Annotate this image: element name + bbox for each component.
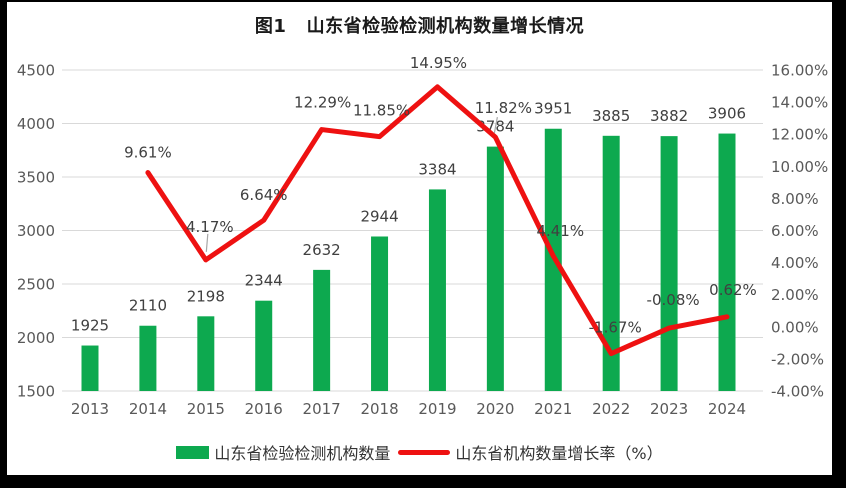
bar-value-label: 3384 (418, 160, 456, 178)
line-point-label: 9.61% (124, 144, 172, 162)
line-point-label: 11.82% (475, 99, 532, 117)
left-axis-tick-label: 4500 (17, 62, 55, 80)
right-axis-tick-label: 8.00% (771, 190, 819, 208)
bar-2013 (81, 345, 99, 391)
bar-value-label: 3906 (708, 105, 746, 123)
left-axis-tick-label: 3500 (17, 169, 55, 187)
right-axis-tick-label: 6.00% (771, 222, 819, 240)
bar-value-label: 3882 (650, 107, 688, 125)
x-axis-label: 2019 (418, 400, 456, 418)
x-axis-label: 2022 (592, 400, 630, 418)
right-axis-tick-label: 10.00% (771, 158, 828, 176)
bar-value-label: 2110 (129, 297, 167, 315)
bar-value-label: 2944 (360, 207, 398, 225)
bar-series-swatch-icon (176, 445, 210, 459)
bar-2022 (602, 135, 620, 391)
bar-2020 (486, 146, 504, 391)
bar-value-label: 3885 (592, 107, 630, 125)
line-point-label: 12.29% (294, 94, 351, 112)
left-axis-tick-label: 3000 (17, 222, 55, 240)
right-axis-tick-label: 14.00% (771, 94, 828, 112)
left-axis-tick-label: 2000 (17, 329, 55, 347)
line-point-label: 6.64% (240, 186, 288, 204)
bar-value-label: 2632 (303, 241, 341, 259)
x-axis-label: 2018 (360, 400, 398, 418)
x-axis-label: 2021 (534, 400, 572, 418)
bar-value-label: 1925 (71, 317, 109, 335)
bar-2015 (197, 316, 215, 391)
line-point-label: 11.85% (353, 102, 410, 120)
right-axis-tick-label: -2.00% (771, 350, 824, 368)
bar-value-label: 2198 (187, 287, 225, 305)
line-series-swatch-icon (398, 449, 451, 455)
x-axis-label: 2015 (187, 400, 225, 418)
line-point-label: 4.17% (186, 218, 234, 236)
legend-item-line: 山东省机构数量增长率（%） (390, 440, 663, 464)
legend-label-bars: 山东省检验检测机构数量 (214, 444, 391, 463)
legend-label-line: 山东省机构数量增长率（%） (455, 444, 663, 463)
x-axis-label: 2016 (245, 400, 283, 418)
bar-2019 (428, 189, 446, 391)
right-axis-tick-label: 0.00% (771, 318, 819, 336)
left-axis-tick-label: 1500 (17, 383, 55, 401)
right-axis-tick-label: -4.00% (771, 383, 824, 401)
legend-item-bars: 山东省检验检测机构数量 (176, 440, 390, 464)
bar-value-label: 2344 (245, 272, 283, 290)
bar-2018 (371, 236, 389, 391)
bar-value-label: 3951 (534, 100, 572, 118)
line-point-label: -1.67% (589, 319, 642, 337)
label-leader-line (493, 116, 498, 134)
growth-chart: 4500 4000 3500 3000 2500 2000 1500 16.00% 14.00%… (17, 54, 828, 418)
right-axis-tick-label: 4.00% (771, 254, 819, 272)
x-axis-label: 2023 (650, 400, 688, 418)
x-axis-label: 2017 (303, 400, 341, 418)
line-point-label: 14.95% (410, 54, 467, 72)
line-point-label: -0.08% (647, 291, 700, 309)
x-axis-label: 2013 (71, 400, 109, 418)
x-axis-label: 2014 (129, 400, 167, 418)
x-axis-label: 2020 (476, 400, 514, 418)
right-axis-tick-label: 2.00% (771, 286, 819, 304)
line-point-label: 0.62% (709, 281, 757, 299)
bar-2014 (139, 325, 157, 391)
right-axis-tick-label: 16.00% (771, 62, 828, 80)
left-axis-tick-label: 2500 (17, 276, 55, 294)
chart-legend: 山东省检验检测机构数量 山东省机构数量增长率（%） (7, 440, 832, 464)
bar-2024 (718, 133, 736, 392)
right-axis-tick-label: 12.00% (771, 126, 828, 144)
chart-title: 图1 山东省检验检测机构数量增长情况 (254, 16, 585, 37)
bar-2016 (255, 300, 273, 391)
x-axis-label: 2024 (708, 400, 746, 418)
bar-2017 (313, 269, 331, 391)
line-point-label: 4.41% (536, 222, 584, 240)
left-axis-tick-label: 4000 (17, 115, 55, 133)
bar-2023 (660, 136, 678, 391)
label-leader-line (205, 233, 209, 252)
growth-rate-line (145, 84, 730, 357)
